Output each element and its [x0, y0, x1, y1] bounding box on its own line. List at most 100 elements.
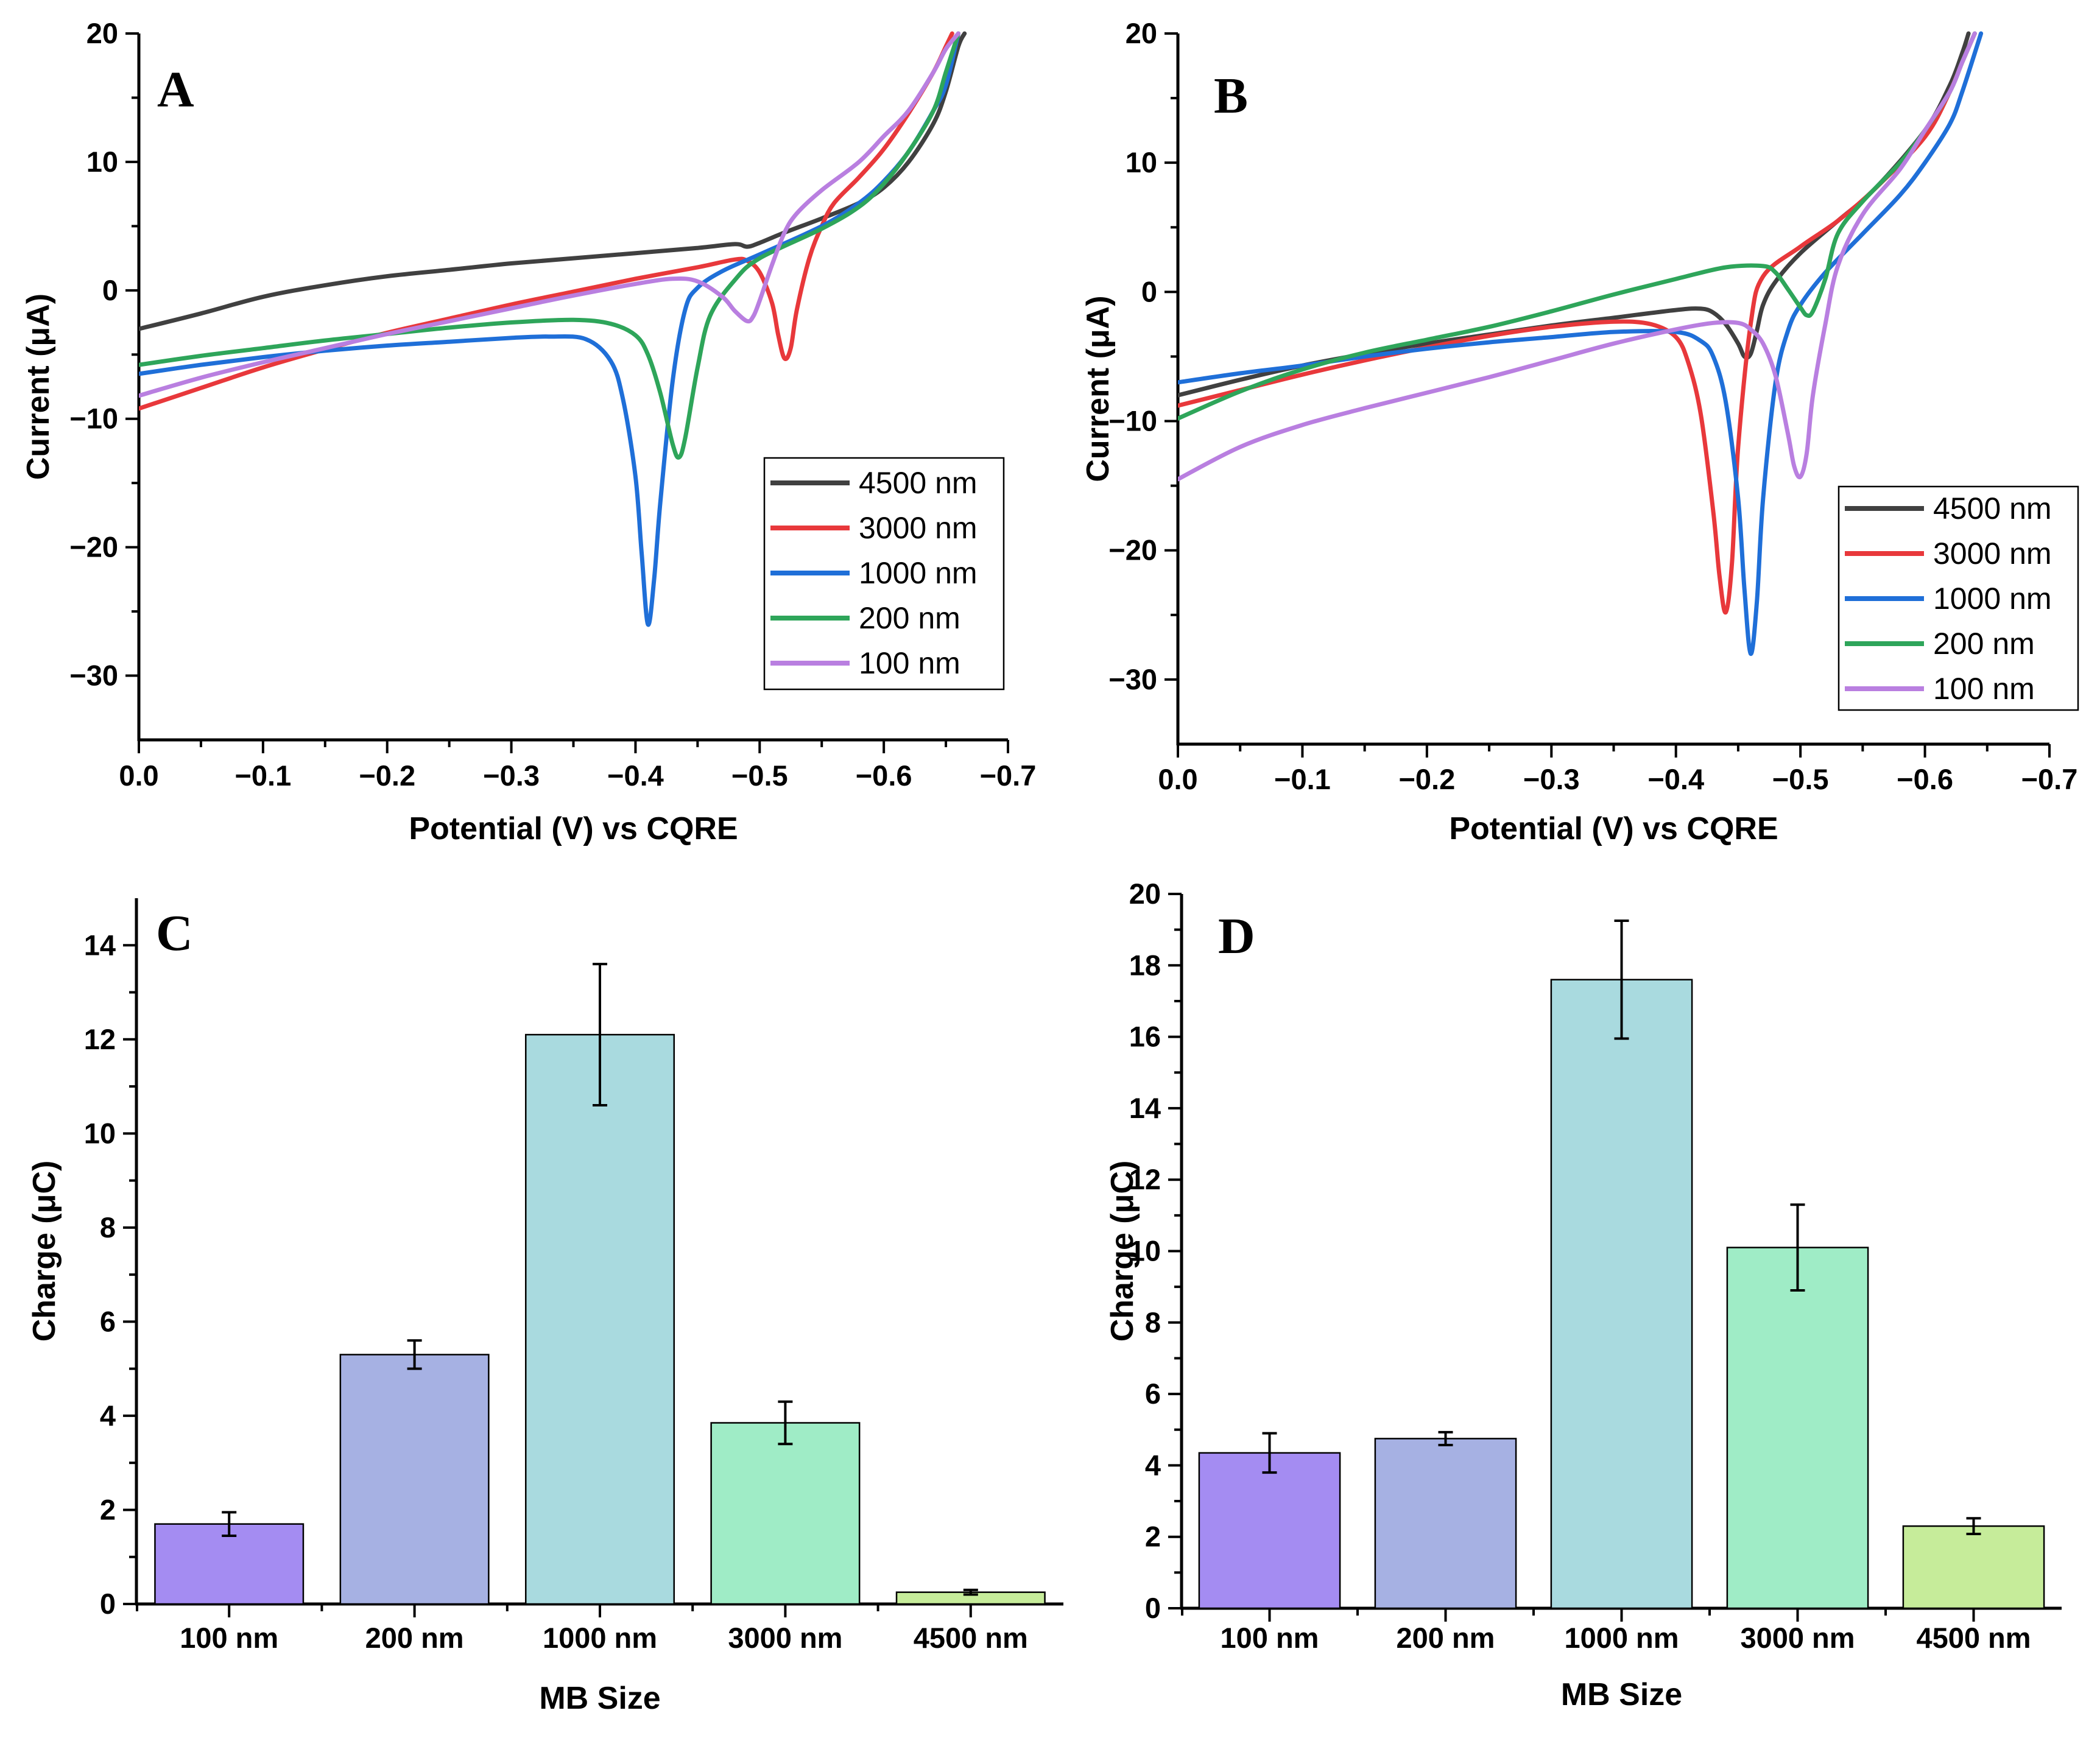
x-tick-label: 1000 nm [1564, 1622, 1679, 1654]
y-tick-label: 18 [1129, 949, 1161, 981]
bar-3000-nm [710, 1422, 861, 1605]
legend-label: 200 nm [1933, 627, 2035, 661]
x-tick-label: 100 nm [180, 1622, 278, 1654]
y-tick-label: 6 [1145, 1377, 1161, 1410]
y-axis-title: Current (μA) [21, 294, 56, 480]
x-tick-label: 4500 nm [914, 1622, 1028, 1654]
y-tick-label: 20 [1126, 17, 1157, 49]
x-tick-label: −0.6 [856, 759, 912, 792]
y-tick-label: 10 [1126, 146, 1157, 178]
x-tick-label: −0.2 [1398, 763, 1455, 795]
legend-label: 1000 nm [1933, 582, 2052, 616]
series-group [1178, 31, 1984, 656]
y-tick-label: 6 [100, 1305, 116, 1337]
panel-a-cv-plot: A 20 10 0 −10 −20 −30 Current (μA) Potential (V)… [21, 17, 1036, 846]
x-axis-title: Potential (V) vs CQRE [1449, 811, 1778, 846]
y-axis-title: Charge (μC) [27, 1161, 62, 1342]
y-tick-label: 0 [1141, 275, 1157, 308]
x-tick-label: 200 nm [365, 1622, 464, 1654]
y-tick-label: −30 [69, 659, 118, 692]
series-line-200-nm [139, 31, 960, 460]
panel-label-b: B [1214, 68, 1248, 124]
y-tick-label: 0 [100, 1588, 116, 1620]
series-group [139, 31, 967, 627]
y-tick-label: −20 [69, 531, 118, 563]
series-line-100-nm [139, 31, 960, 398]
bar-200-nm [339, 1354, 490, 1605]
x-tick-label: −0.4 [607, 759, 664, 792]
y-axis-title: Current (μA) [1080, 295, 1116, 482]
bar-100-nm [1198, 1452, 1341, 1609]
panel-b-cv-plot: B 20 10 0 −10 −20 −30 Current (μA) Potential (V)… [1080, 17, 2079, 846]
legend: 4500 nm 3000 nm 1000 nm 200 nm 100 nm [1838, 485, 2079, 711]
y-tick-label: −30 [1108, 663, 1157, 695]
y-tick-label: 20 [1129, 878, 1161, 910]
x-tick-label: −0.2 [359, 759, 415, 792]
y-tick-label: 20 [86, 17, 118, 49]
bar-200-nm [1374, 1438, 1517, 1609]
y-tick-label: 10 [84, 1117, 116, 1149]
x-tick-label: −0.4 [1647, 763, 1704, 795]
y-axis-title: Charge (μC) [1105, 1161, 1140, 1342]
x-tick-label: −0.3 [1523, 763, 1580, 795]
y-tick-label: 12 [1129, 1163, 1161, 1195]
y-tick-label: 8 [100, 1211, 116, 1243]
x-tick-label: 4500 nm [1916, 1622, 2031, 1654]
y-tick-label: 0 [1145, 1592, 1161, 1624]
x-axis-title: MB Size [1561, 1677, 1682, 1712]
legend-label: 4500 nm [859, 466, 978, 500]
y-tick-label: 10 [86, 146, 118, 178]
y-tick-label: 10 [1129, 1235, 1161, 1267]
x-tick-label: −0.7 [2021, 763, 2078, 795]
legend-label: 1000 nm [859, 556, 978, 590]
x-tick-label: 200 nm [1397, 1622, 1495, 1654]
x-tick-label: 0.0 [1158, 763, 1197, 795]
legend-label: 3000 nm [1933, 536, 2052, 571]
legend: 4500 nm 3000 nm 1000 nm 200 nm 100 nm [763, 457, 1005, 691]
y-tick-label: −10 [1108, 405, 1157, 437]
x-tick-label: 0.0 [119, 759, 158, 792]
legend-label: 4500 nm [1933, 491, 2052, 526]
x-tick-label: −0.5 [1772, 763, 1829, 795]
y-tick-label: −20 [1108, 534, 1157, 566]
legend-label: 200 nm [859, 601, 960, 635]
y-tick-label: 2 [100, 1493, 116, 1525]
x-tick-label: −0.1 [234, 759, 291, 792]
x-tick-label: 3000 nm [1740, 1622, 1855, 1654]
panel-label-a: A [157, 62, 194, 118]
x-tick-label: 100 nm [1221, 1622, 1319, 1654]
panel-label-d: D [1218, 908, 1255, 965]
y-tick-label: 14 [84, 929, 116, 961]
y-tick-label: 16 [1129, 1021, 1161, 1053]
bar-1000-nm [524, 1033, 675, 1605]
x-tick-label: −0.7 [980, 759, 1037, 792]
y-tick-label: 14 [1129, 1092, 1161, 1124]
series-line-1000-nm [1178, 31, 1984, 656]
x-tick-label: 3000 nm [728, 1622, 842, 1654]
legend-label: 100 nm [1933, 672, 2035, 706]
series-line-1000-nm [139, 31, 960, 627]
x-tick-label: −0.6 [1897, 763, 1953, 795]
x-axis-title: Potential (V) vs CQRE [409, 811, 738, 846]
legend-label: 100 nm [859, 646, 960, 680]
legend-label: 3000 nm [859, 511, 978, 545]
bar-4500-nm [1902, 1525, 2045, 1609]
panel-d-bar-chart: D 0 2 4 6 8 10 12 14 16 18 20 Charge (μC) MB Size 100 … [1105, 878, 2062, 1712]
y-tick-label: 12 [84, 1023, 116, 1055]
y-tick-label: 4 [100, 1399, 116, 1432]
bar-100-nm [154, 1523, 305, 1605]
panel-c-bar-chart: C 0 2 4 6 8 10 12 14 Charge (μC) MB Size 100 nm 200 … [27, 898, 1063, 1716]
series-line-100-nm [1178, 31, 1977, 482]
series-line-200-nm [1178, 31, 1977, 421]
y-tick-label: −10 [69, 403, 118, 435]
y-tick-label: 4 [1145, 1449, 1161, 1481]
x-tick-label: −0.5 [731, 759, 788, 792]
x-tick-label: 1000 nm [543, 1622, 657, 1654]
y-tick-label: 2 [1145, 1521, 1161, 1553]
x-tick-label: −0.1 [1274, 763, 1331, 795]
bar-3000-nm [1726, 1247, 1869, 1609]
y-tick-label: 8 [1145, 1306, 1161, 1338]
y-tick-label: 0 [102, 274, 118, 306]
bar-1000-nm [1550, 979, 1693, 1609]
